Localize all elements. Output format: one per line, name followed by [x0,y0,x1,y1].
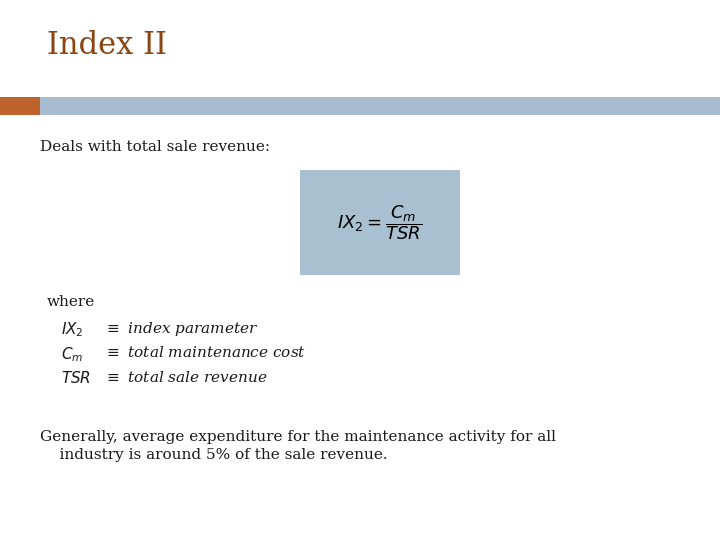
Text: Index II: Index II [47,30,166,60]
FancyBboxPatch shape [300,170,460,275]
FancyBboxPatch shape [0,97,40,115]
Text: $\mathit{IX}_2 = \dfrac{C_m}{TSR}$: $\mathit{IX}_2 = \dfrac{C_m}{TSR}$ [338,203,423,242]
Text: $\equiv$ total sale revenue: $\equiv$ total sale revenue [104,370,268,385]
Text: Generally, average expenditure for the maintenance activity for all
    industry: Generally, average expenditure for the m… [40,430,556,462]
Text: $\equiv$ total maintenance cost: $\equiv$ total maintenance cost [104,345,307,360]
FancyBboxPatch shape [40,97,720,115]
Text: $\equiv$ index parameter: $\equiv$ index parameter [104,320,258,338]
Text: $\mathit{TSR}$: $\mathit{TSR}$ [61,370,91,386]
Text: Deals with total sale revenue:: Deals with total sale revenue: [40,140,270,154]
Text: $\mathit{IX}_2$: $\mathit{IX}_2$ [61,320,84,339]
Text: $C_m$: $C_m$ [61,345,84,364]
Text: where: where [47,295,95,309]
